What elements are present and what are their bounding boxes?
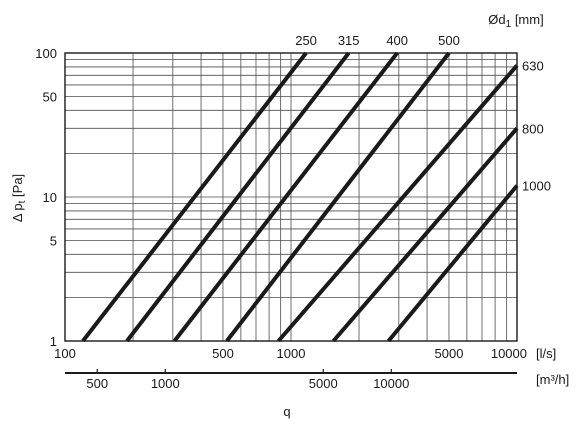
x-axis-tick-labels: 100 500 1000 5000 10000 (54, 346, 527, 361)
series-line-630 (276, 64, 519, 343)
series-label-800: 800 (522, 121, 544, 136)
series-line-250 (81, 51, 308, 343)
x-tick-label: 500 (212, 346, 234, 361)
y-tick-label: 100 (35, 46, 57, 61)
series-label-630: 630 (522, 58, 544, 73)
y-axis-tick-labels: 1 5 10 50 100 (35, 46, 57, 349)
y-axis-title-unit: [Pa] (10, 174, 25, 201)
series-label-250: 250 (295, 33, 317, 48)
y-tick-label: 50 (43, 89, 57, 104)
series-label-500: 500 (438, 33, 460, 48)
y-axis-title-sub: t (17, 200, 28, 203)
x-axis-title: q (283, 404, 290, 419)
series-line-400 (172, 51, 399, 343)
series-label-1000: 1000 (522, 179, 551, 194)
secondary-x-tick-label: 500 (86, 376, 108, 391)
legend-title-main: Ød (488, 12, 505, 27)
series-labels: 250 315 400 500 630 800 1000 (295, 33, 551, 194)
series-line-315 (125, 51, 351, 343)
series-line-500 (225, 51, 451, 343)
series-label-400: 400 (386, 33, 408, 48)
legend-title: Ød1 [mm] (488, 12, 543, 30)
series-label-315: 315 (338, 33, 360, 48)
plot-frame (64, 52, 518, 342)
y-axis-title-main: Δ p (10, 203, 25, 222)
secondary-x-tick-label: 1000 (151, 376, 180, 391)
series-line-1000 (386, 184, 519, 343)
y-tick-label: 1 (50, 334, 57, 349)
secondary-x-tick-label: 5000 (309, 376, 338, 391)
x-tick-label: 10000 (491, 346, 527, 361)
series-line-800 (331, 126, 519, 343)
x-tick-label: 5000 (435, 346, 464, 361)
x-tick-label: 1000 (277, 346, 306, 361)
x-axis-unit-label: [l/s] (536, 346, 556, 361)
x-tick-label: 100 (54, 346, 76, 361)
series-lines (81, 51, 519, 343)
legend-title-unit: [mm] (511, 12, 544, 27)
x2-axis-unit-label: [m³/h] (536, 372, 569, 387)
grid-lines (65, 53, 517, 341)
secondary-x-tick-label: 10000 (373, 376, 409, 391)
secondary-x-axis: 500 1000 5000 10000 (65, 369, 517, 391)
y-tick-label: 5 (50, 233, 57, 248)
legend-title-sub: 1 (506, 19, 512, 30)
y-tick-label: 10 (43, 190, 57, 205)
y-axis-title: Δ pt [Pa] (10, 174, 28, 222)
